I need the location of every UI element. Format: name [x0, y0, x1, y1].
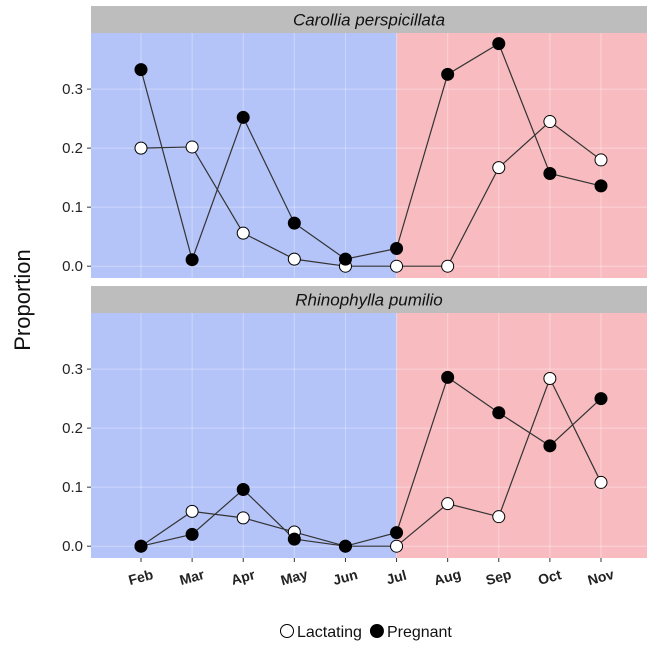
data-point-pregnant — [493, 407, 505, 419]
data-point-pregnant — [391, 242, 403, 254]
data-point-lactating — [391, 260, 403, 272]
x-tick-label: Mar — [178, 566, 207, 588]
data-point-lactating — [544, 116, 556, 128]
x-tick-label: Aug — [432, 566, 462, 588]
x-tick-label: Oct — [536, 566, 563, 588]
y-tick-label: 0.1 — [62, 479, 83, 496]
data-point-pregnant — [391, 527, 403, 539]
y-tick-label: 0.3 — [62, 81, 83, 98]
data-point-lactating — [442, 498, 454, 510]
panel-1: Carollia perspicillata 0.0 0.1 0.2 0.3 — [62, 6, 647, 278]
data-point-pregnant — [186, 254, 198, 266]
data-point-lactating — [186, 141, 198, 153]
panel-2: Rhinophylla pumilio 0.0 0.1 0.2 0.3 — [62, 286, 647, 558]
legend-marker-pregnant — [370, 625, 383, 638]
y-axis-label: Proportion — [10, 249, 35, 351]
legend-marker-lactating — [281, 625, 294, 638]
legend-label-lactating: Lactating — [297, 624, 362, 641]
data-point-pregnant — [186, 528, 198, 540]
y-tick-label: 0.0 — [62, 538, 83, 555]
data-point-lactating — [288, 253, 300, 265]
panel-title: Rhinophylla pumilio — [295, 291, 442, 310]
data-point-pregnant — [442, 68, 454, 80]
x-tick-label: Jun — [331, 566, 359, 588]
data-point-pregnant — [237, 484, 249, 496]
panel-title: Carollia perspicillata — [293, 11, 445, 30]
data-point-lactating — [237, 227, 249, 239]
data-point-lactating — [544, 373, 556, 385]
x-tick-label: Apr — [229, 566, 257, 588]
data-point-pregnant — [339, 540, 351, 552]
data-point-lactating — [391, 540, 403, 552]
data-point-pregnant — [288, 217, 300, 229]
x-tick-label: Jul — [384, 567, 408, 588]
data-point-lactating — [442, 260, 454, 272]
data-point-pregnant — [493, 38, 505, 50]
data-point-lactating — [135, 142, 147, 154]
panels: Carollia perspicillata0.00.10.20.3Rhinop… — [62, 6, 647, 558]
data-point-pregnant — [237, 111, 249, 123]
x-axis: Feb Mar Apr May Jun Jul Aug Sep Oct Nov — [127, 558, 616, 588]
data-point-lactating — [493, 162, 505, 174]
y-tick-label: 0.0 — [62, 258, 83, 275]
data-point-pregnant — [135, 540, 147, 552]
data-point-pregnant — [442, 371, 454, 383]
x-tick-label: May — [279, 566, 310, 589]
y-tick-label: 0.3 — [62, 361, 83, 378]
data-point-lactating — [595, 476, 607, 488]
data-point-pregnant — [595, 180, 607, 192]
background-region — [397, 33, 647, 278]
legend-label-pregnant: Pregnant — [387, 624, 452, 641]
y-tick-label: 0.2 — [62, 420, 83, 437]
data-point-pregnant — [288, 533, 300, 545]
data-point-pregnant — [544, 440, 556, 452]
data-point-pregnant — [339, 253, 351, 265]
background-region — [397, 313, 647, 558]
x-tick-label: Nov — [586, 566, 616, 588]
data-point-pregnant — [544, 168, 556, 180]
data-point-lactating — [595, 154, 607, 166]
data-point-lactating — [186, 505, 198, 517]
legend: Lactating Pregnant — [281, 624, 453, 641]
data-point-pregnant — [135, 64, 147, 76]
data-point-lactating — [237, 512, 249, 524]
x-tick-label: Sep — [484, 566, 513, 588]
data-point-lactating — [493, 511, 505, 523]
y-tick-label: 0.1 — [62, 199, 83, 216]
data-point-pregnant — [595, 393, 607, 405]
y-tick-label: 0.2 — [62, 140, 83, 157]
x-tick-label: Feb — [127, 566, 155, 588]
